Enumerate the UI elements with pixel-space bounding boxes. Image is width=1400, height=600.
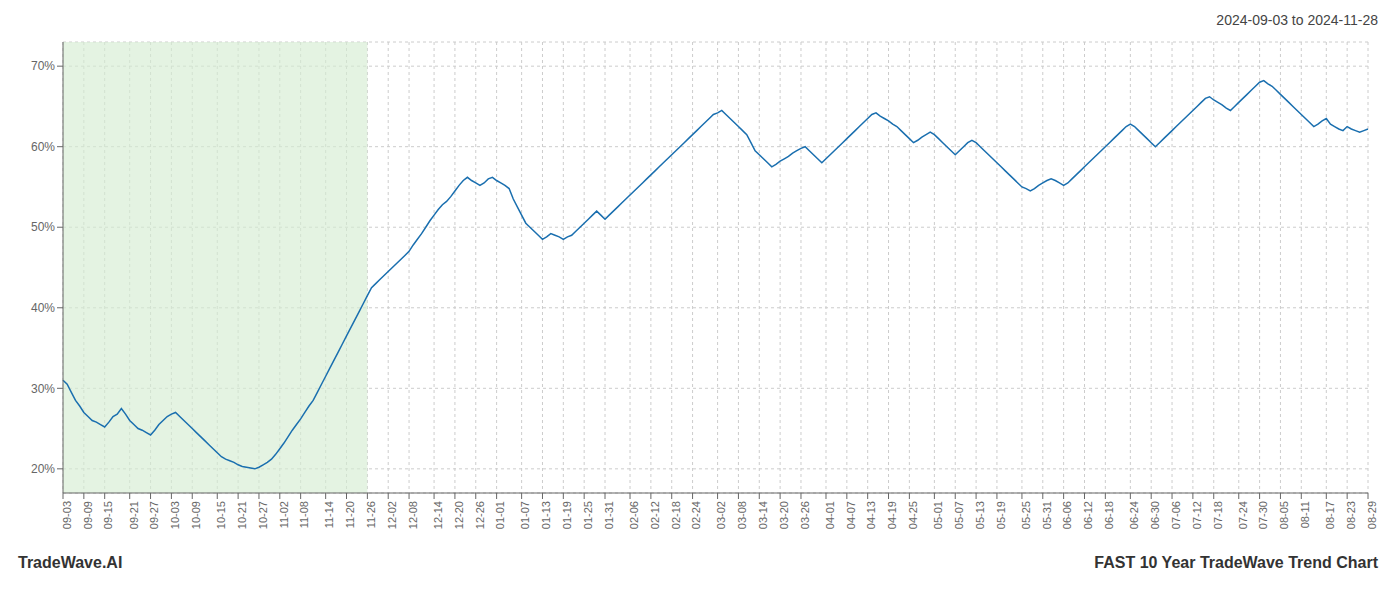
svg-text:03-14: 03-14: [757, 501, 769, 529]
svg-text:60%: 60%: [31, 140, 55, 154]
svg-text:07-24: 07-24: [1237, 501, 1249, 529]
svg-text:12-02: 12-02: [386, 501, 398, 529]
svg-text:04-13: 04-13: [865, 501, 877, 529]
svg-text:03-02: 03-02: [715, 501, 727, 529]
svg-text:12-14: 12-14: [432, 501, 444, 529]
svg-text:09-09: 09-09: [82, 501, 94, 529]
svg-text:06-24: 06-24: [1128, 501, 1140, 529]
svg-text:11-08: 11-08: [298, 501, 310, 528]
svg-text:03-08: 03-08: [736, 501, 748, 529]
svg-text:01-13: 01-13: [540, 501, 552, 529]
svg-text:20%: 20%: [31, 462, 55, 476]
svg-text:40%: 40%: [31, 301, 55, 315]
svg-text:08-11: 08-11: [1299, 501, 1311, 528]
svg-text:01-01: 01-01: [494, 501, 506, 529]
svg-text:03-20: 03-20: [778, 501, 790, 529]
svg-text:07-18: 07-18: [1212, 501, 1224, 529]
svg-text:05-13: 05-13: [974, 501, 986, 529]
svg-text:04-07: 04-07: [845, 501, 857, 529]
svg-text:06-06: 06-06: [1061, 501, 1073, 529]
svg-text:07-12: 07-12: [1191, 501, 1203, 529]
svg-text:11-26: 11-26: [365, 501, 377, 528]
svg-text:07-06: 07-06: [1170, 501, 1182, 529]
svg-text:12-26: 12-26: [474, 501, 486, 529]
svg-text:08-23: 08-23: [1345, 501, 1357, 529]
svg-text:02-12: 02-12: [649, 501, 661, 529]
svg-text:12-20: 12-20: [453, 501, 465, 529]
svg-text:11-20: 11-20: [344, 501, 356, 528]
svg-text:09-03: 09-03: [61, 501, 73, 529]
svg-text:03-26: 03-26: [799, 501, 811, 529]
svg-text:02-06: 02-06: [628, 501, 640, 529]
svg-text:05-25: 05-25: [1020, 501, 1032, 529]
svg-text:05-19: 05-19: [995, 501, 1007, 529]
svg-text:10-15: 10-15: [215, 501, 227, 529]
svg-text:09-15: 09-15: [103, 501, 115, 529]
svg-text:09-21: 09-21: [128, 501, 140, 529]
svg-text:11-02: 11-02: [278, 501, 290, 528]
svg-text:06-12: 06-12: [1082, 501, 1094, 529]
svg-text:01-31: 01-31: [603, 501, 615, 529]
svg-text:01-25: 01-25: [582, 501, 594, 529]
svg-text:02-18: 02-18: [670, 501, 682, 529]
svg-text:05-01: 05-01: [932, 501, 944, 529]
html-text:2024-09-03 to 2024-11-28: 2024-09-03 to 2024-11-28: [1216, 12, 1378, 28]
html-text:FAST 10 Year TradeWave Trend C: FAST 10 Year TradeWave Trend Chart: [1094, 554, 1378, 571]
svg-text:50%: 50%: [31, 220, 55, 234]
svg-text:04-19: 04-19: [886, 501, 898, 529]
html-text:TradeWave.AI: TradeWave.AI: [18, 554, 123, 571]
svg-text:10-09: 10-09: [190, 501, 202, 529]
svg-text:11-14: 11-14: [323, 501, 335, 528]
svg-text:07-30: 07-30: [1257, 501, 1269, 529]
svg-text:01-07: 01-07: [519, 501, 531, 529]
svg-text:06-18: 06-18: [1103, 501, 1115, 529]
svg-text:05-07: 05-07: [953, 501, 965, 529]
svg-text:06-30: 06-30: [1149, 501, 1161, 529]
svg-text:10-21: 10-21: [236, 501, 248, 529]
svg-text:70%: 70%: [31, 59, 55, 73]
svg-text:01-19: 01-19: [561, 501, 573, 529]
svg-text:02-24: 02-24: [690, 501, 702, 529]
svg-text:08-05: 08-05: [1278, 501, 1290, 529]
svg-text:04-01: 04-01: [824, 501, 836, 529]
svg-text:08-29: 08-29: [1366, 501, 1378, 529]
svg-text:04-25: 04-25: [907, 501, 919, 529]
svg-text:10-27: 10-27: [257, 501, 269, 529]
svg-text:08-17: 08-17: [1324, 501, 1336, 529]
svg-text:09-27: 09-27: [148, 501, 160, 529]
svg-text:05-31: 05-31: [1041, 501, 1053, 529]
svg-text:30%: 30%: [31, 382, 55, 396]
svg-text:12-08: 12-08: [407, 501, 419, 529]
svg-text:10-03: 10-03: [169, 501, 181, 529]
